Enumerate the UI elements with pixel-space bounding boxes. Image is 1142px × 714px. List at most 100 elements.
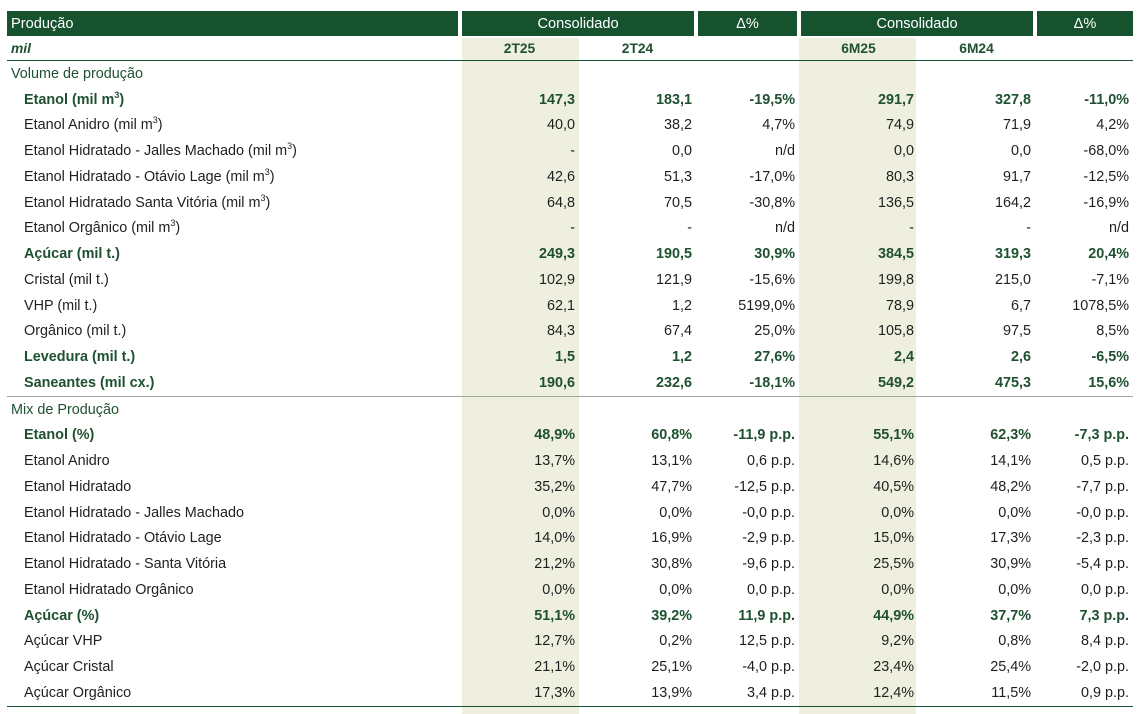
delta-quarter: -4,0 p.p.: [742, 659, 796, 676]
superscript-3: 3: [287, 141, 293, 152]
value-6m24: 71,9: [1003, 117, 1032, 134]
value-2t24: 39,2%: [651, 607, 693, 624]
value-6m25: 80,3: [886, 168, 915, 185]
section-mix: Mix de Produção: [7, 395, 1134, 423]
value-2t24: 13,1%: [651, 453, 693, 470]
unit-label: mil: [7, 36, 460, 61]
value-2t24: 1,2: [672, 349, 693, 366]
value-6m24: 37,7%: [990, 607, 1032, 624]
delta-quarter: n/d: [775, 143, 796, 160]
value-2t25: 0,0%: [542, 581, 575, 598]
value-2t25: 1,5: [554, 349, 575, 366]
value-6m24: 97,5: [1003, 323, 1032, 340]
value-6m25: 2,4: [894, 349, 915, 366]
delta-semester: -0,0 p.p.: [1076, 504, 1130, 521]
row-label: Etanol Hidratado - Otávio Lage (mil m3): [7, 164, 460, 190]
row-label-text: Açúcar Cristal: [24, 659, 114, 676]
row-label-text: Cristal (mil t.): [24, 271, 109, 288]
superscript-3: 3: [114, 89, 120, 100]
value-6m25: 9,2%: [881, 633, 915, 650]
period-6m24: 6M24: [918, 36, 1036, 61]
value-6m25: 549,2: [878, 374, 915, 391]
value-6m25: 14,6%: [873, 453, 915, 470]
value-6m24: 14,1%: [990, 453, 1032, 470]
row-label-text: Açúcar (%): [24, 607, 100, 624]
table-header-row: Produção Consolidado Δ% Consolidado Δ%: [7, 11, 1134, 36]
delta-semester: -6,5%: [1091, 349, 1130, 366]
row-label-text: Levedura (mil t.): [24, 349, 136, 366]
value-6m25: 291,7: [878, 91, 915, 108]
period-6m25: 6M25: [799, 36, 919, 61]
value-6m24: 0,8%: [998, 633, 1032, 650]
value-2t24: 0,2%: [659, 633, 693, 650]
delta-quarter: -0,0 p.p.: [742, 504, 796, 521]
row-label-text: Etanol Hidratado Orgânico: [24, 581, 194, 598]
delta-semester: 0,5 p.p.: [1081, 453, 1130, 470]
table-row: Levedura (mil t.) 1,5 1,2 27,6% 2,4 2,6 -6,5%: [7, 344, 1133, 370]
value-2t25: 48,9%: [534, 427, 575, 444]
value-2t24: 190,5: [656, 246, 693, 263]
value-2t24: 30,8%: [651, 556, 693, 573]
row-label-text: Etanol Hidratado - Otávio Lage (mil m: [24, 168, 265, 185]
value-6m24: 475,3: [995, 374, 1032, 391]
value-2t25: 64,8: [546, 194, 575, 211]
table-row: Etanol Hidratado 35,2% 47,7% -12,5 p.p. 40,5…: [7, 474, 1133, 500]
delta-quarter: 25,0%: [754, 323, 796, 340]
delta-quarter: -15,6%: [749, 271, 796, 288]
row-label: Cristal (mil t.): [7, 267, 460, 293]
delta-quarter: 12,5 p.p.: [739, 633, 796, 650]
value-6m24: 6,7: [1011, 297, 1032, 314]
value-2t24: 1,2: [672, 297, 693, 314]
value-6m24: 327,8: [995, 91, 1032, 108]
delta-semester: -7,3 p.p.: [1074, 427, 1130, 444]
table-row: Etanol (mil m3) 147,3 183,1 -19,5% 291,7 327,…: [7, 87, 1133, 113]
row-label: Etanol Hidratado - Santa Vitória: [7, 551, 460, 577]
row-label-text: Saneantes (mil cx.): [24, 374, 155, 391]
delta-semester: -7,7 p.p.: [1076, 478, 1130, 495]
row-label: Açúcar (%): [7, 603, 460, 629]
delta-quarter: 4,7%: [762, 117, 796, 134]
table-row: Etanol Anidro 13,7% 13,1% 0,6 p.p. 14,6% 14,1…: [7, 448, 1133, 474]
value-6m25: 384,5: [878, 246, 915, 263]
value-2t25: 21,1%: [534, 659, 575, 676]
value-6m24: -: [1026, 220, 1032, 237]
delta-semester: -11,0%: [1084, 91, 1130, 108]
delta-quarter: n/d: [775, 220, 796, 237]
value-2t25: 0,0%: [542, 504, 575, 521]
delta-semester: 8,5%: [1096, 323, 1130, 340]
value-6m24: 91,7: [1003, 168, 1032, 185]
row-label-text: Orgânico (mil t.): [24, 323, 127, 340]
value-2t25: 13,7%: [534, 453, 575, 470]
value-6m25: 12,4%: [799, 680, 919, 707]
delta-semester: 0,0 p.p.: [1081, 581, 1130, 598]
row-label: Etanol Anidro: [7, 448, 460, 474]
value-2t24: 25,1%: [651, 659, 693, 676]
value-2t25: 12,7%: [534, 633, 575, 650]
row-label-text: Etanol Anidro (mil m: [24, 117, 153, 134]
delta-header-semester: Δ%: [1033, 11, 1134, 36]
value-6m25: 0,0%: [881, 581, 915, 598]
row-label: Etanol (mil m3): [7, 87, 460, 113]
row-label: Açúcar Orgânico: [7, 680, 460, 707]
delta-quarter: 27,6%: [754, 349, 796, 366]
delta-quarter: -19,5%: [749, 91, 796, 108]
table-row: Etanol Hidratado - Jalles Machado 0,0% 0,0…: [7, 500, 1133, 526]
row-label: VHP (mil t.): [7, 293, 460, 319]
row-label-text: Açúcar VHP: [24, 633, 103, 650]
value-6m24: 2,6: [1011, 349, 1032, 366]
delta-quarter: -2,9 p.p.: [742, 530, 796, 547]
delta-semester: -12,5%: [1083, 168, 1130, 185]
value-6m24: 0,0: [1011, 143, 1032, 160]
delta-semester: -16,9%: [1083, 194, 1130, 211]
value-6m24: 62,3%: [990, 427, 1032, 444]
value-6m25: 25,5%: [873, 556, 915, 573]
delta-semester: 20,4%: [1088, 246, 1130, 263]
row-label: Açúcar Cristal: [7, 654, 460, 680]
row-label-text: Etanol Hidratado Santa Vitória (mil m: [24, 194, 261, 211]
period-header-row: mil 2T25 2T24 6M25 6M24: [7, 36, 1134, 61]
group-header-semester: Consolidado: [797, 11, 1036, 36]
row-label-suffix: ): [269, 168, 275, 185]
value-2t25: 40,0: [546, 117, 575, 134]
value-6m24: 48,2%: [990, 478, 1032, 495]
value-6m25: 78,9: [886, 297, 915, 314]
